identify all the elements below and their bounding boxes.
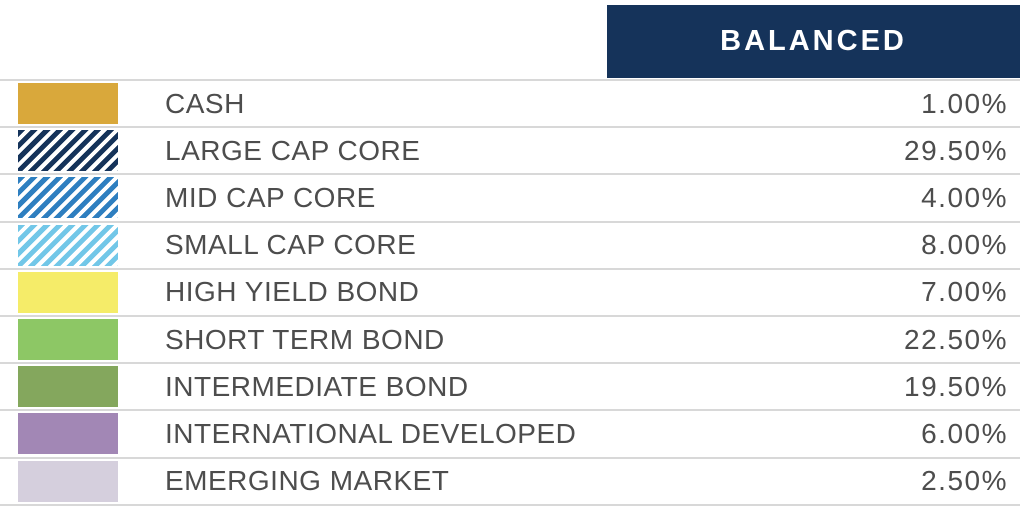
- asset-class-label: INTERNATIONAL DEVELOPED: [165, 417, 577, 449]
- column-header-label: BALANCED: [720, 25, 907, 57]
- cash-swatch-icon: [18, 83, 118, 125]
- table-row: INTERNATIONAL DEVELOPED 6.00%: [0, 411, 1020, 459]
- table-row: SHORT TERM BOND 22.50%: [0, 317, 1020, 365]
- allocation-value: 7.00%: [921, 276, 1008, 308]
- asset-class-label: EMERGING MARKET: [165, 465, 450, 497]
- emerging-market-swatch-icon: [18, 460, 118, 502]
- asset-class-label: LARGE CAP CORE: [165, 134, 421, 166]
- table-row: MID CAP CORE 4.00%: [0, 175, 1020, 223]
- allocation-value: 8.00%: [921, 229, 1008, 261]
- large-cap-core-swatch-icon: [18, 130, 118, 172]
- allocation-table: CASH 1.00% LARGE CAP CORE 29.50% MID CAP…: [0, 79, 1020, 506]
- asset-class-label: INTERMEDIATE BOND: [165, 370, 469, 402]
- allocation-value: 6.00%: [921, 417, 1008, 449]
- mid-cap-core-swatch-icon: [18, 177, 118, 219]
- intermediate-bond-swatch-icon: [18, 366, 118, 408]
- table-row: CASH 1.00%: [0, 81, 1020, 129]
- asset-class-label: MID CAP CORE: [165, 181, 376, 213]
- allocation-value: 19.50%: [904, 370, 1008, 402]
- table-row: HIGH YIELD BOND 7.00%: [0, 270, 1020, 317]
- short-term-bond-swatch-icon: [18, 319, 118, 361]
- small-cap-core-swatch-icon: [18, 224, 118, 266]
- table-row: SMALL CAP CORE 8.00%: [0, 223, 1020, 270]
- allocation-value: 2.50%: [921, 465, 1008, 497]
- allocation-value: 29.50%: [904, 134, 1008, 166]
- table-row: EMERGING MARKET 2.50%: [0, 459, 1020, 506]
- asset-class-label: HIGH YIELD BOND: [165, 276, 420, 308]
- asset-class-label: SMALL CAP CORE: [165, 229, 417, 261]
- international-developed-swatch-icon: [18, 413, 118, 455]
- allocation-value: 1.00%: [921, 87, 1008, 119]
- high-yield-bond-swatch-icon: [18, 271, 118, 313]
- allocation-value: 4.00%: [921, 181, 1008, 213]
- asset-class-label: CASH: [165, 87, 245, 119]
- allocation-value: 22.50%: [904, 323, 1008, 355]
- column-header-balanced: BALANCED: [607, 5, 1020, 78]
- asset-class-label: SHORT TERM BOND: [165, 323, 445, 355]
- table-row: INTERMEDIATE BOND 19.50%: [0, 364, 1020, 412]
- table-row: LARGE CAP CORE 29.50%: [0, 128, 1020, 176]
